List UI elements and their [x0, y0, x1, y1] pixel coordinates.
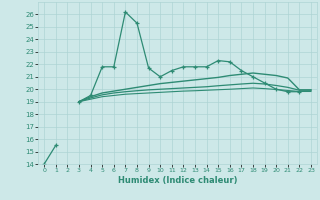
X-axis label: Humidex (Indice chaleur): Humidex (Indice chaleur): [118, 176, 237, 185]
